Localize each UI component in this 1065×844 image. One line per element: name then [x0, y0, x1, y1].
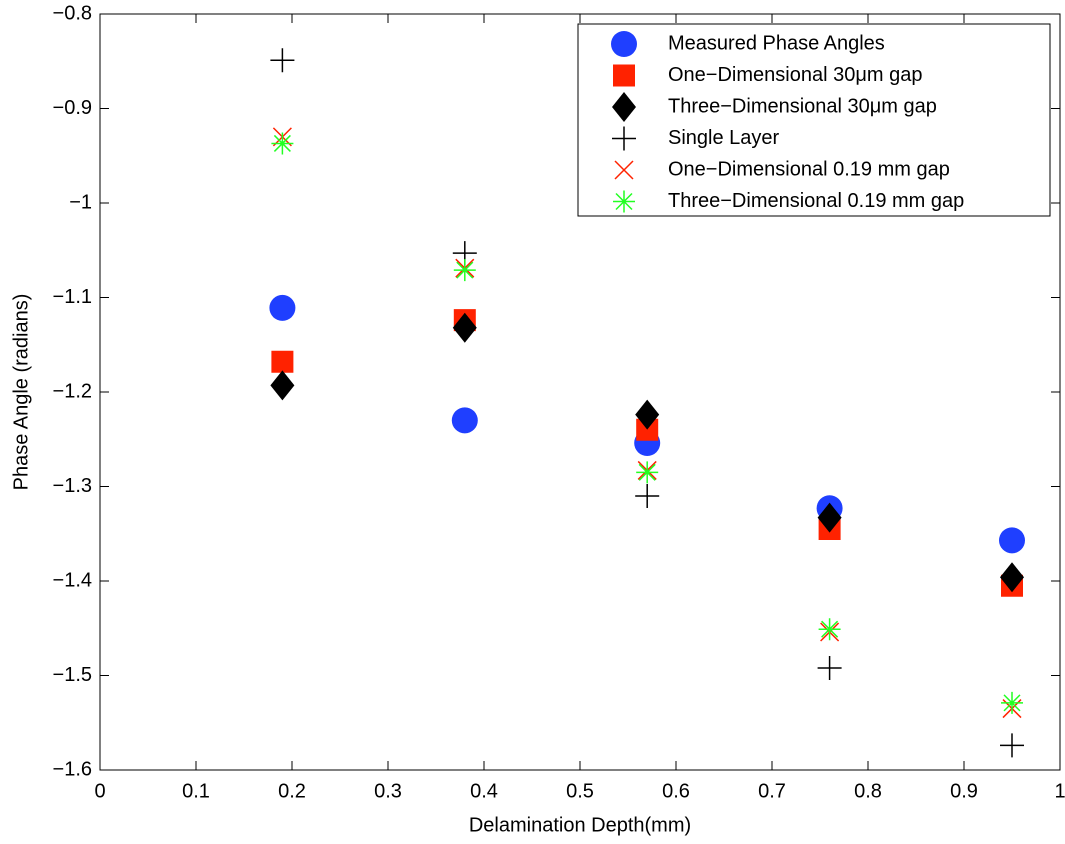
y-tick-label: −1.2 [53, 380, 92, 402]
x-tick-label: 0.7 [758, 780, 786, 802]
x-axis-label: Delamination Depth(mm) [469, 814, 691, 836]
marker [270, 370, 295, 401]
marker [818, 618, 841, 641]
y-tick-label: −1 [69, 191, 92, 213]
marker [269, 294, 296, 321]
legend-label: One−Dimensional 30μm gap [668, 64, 922, 86]
legend-label: One−Dimensional 0.19 mm gap [668, 158, 950, 180]
marker [453, 259, 476, 282]
marker [612, 92, 636, 122]
y-tick-label: −1.1 [53, 286, 92, 308]
marker [635, 399, 660, 430]
marker [817, 655, 842, 680]
legend-box [577, 23, 1051, 217]
x-tick-label: 0.8 [854, 780, 882, 802]
legend-label: Three−Dimensional 0.19 mm gap [668, 190, 964, 212]
x-tick-label: 0.6 [662, 780, 690, 802]
marker [636, 418, 659, 441]
x-tick-label: 0 [94, 780, 105, 802]
x-tick-label: 1 [1054, 780, 1065, 802]
y-axis-label: Phase Angle (radians) [10, 294, 32, 491]
marker [614, 160, 634, 180]
marker [635, 483, 660, 508]
marker [613, 190, 635, 213]
marker [270, 48, 295, 73]
marker [613, 64, 635, 87]
marker [636, 461, 659, 484]
x-tick-label: 0.3 [374, 780, 402, 802]
y-tick-label: −1.3 [53, 475, 92, 497]
y-tick-label: −0.8 [53, 2, 92, 24]
marker [271, 350, 294, 373]
legend-label: Measured Phase Angles [668, 32, 885, 54]
y-tick-label: −1.5 [53, 664, 92, 686]
y-tick-label: −1.4 [53, 569, 92, 591]
marker [451, 407, 478, 434]
marker [999, 527, 1025, 554]
y-tick-label: −1.6 [53, 758, 92, 780]
marker [1000, 733, 1024, 758]
marker [271, 132, 294, 155]
x-tick-label: 0.9 [950, 780, 978, 802]
marker [1000, 562, 1024, 593]
marker [612, 126, 636, 151]
marker [817, 502, 842, 533]
x-tick-label: 0.5 [566, 780, 594, 802]
marker [1001, 691, 1023, 714]
marker [611, 31, 637, 57]
x-tick-label: 0.1 [182, 780, 210, 802]
x-tick-label: 0.4 [470, 780, 498, 802]
legend-label: Three−Dimensional 30μm gap [668, 95, 937, 117]
legend: Measured Phase Angles One−Dimensional 30μ… [577, 23, 1051, 217]
x-tick-label: 0.2 [278, 780, 306, 802]
legend-label: Single Layer [668, 127, 780, 149]
y-tick-label: −0.9 [53, 97, 92, 119]
marker [452, 312, 477, 343]
